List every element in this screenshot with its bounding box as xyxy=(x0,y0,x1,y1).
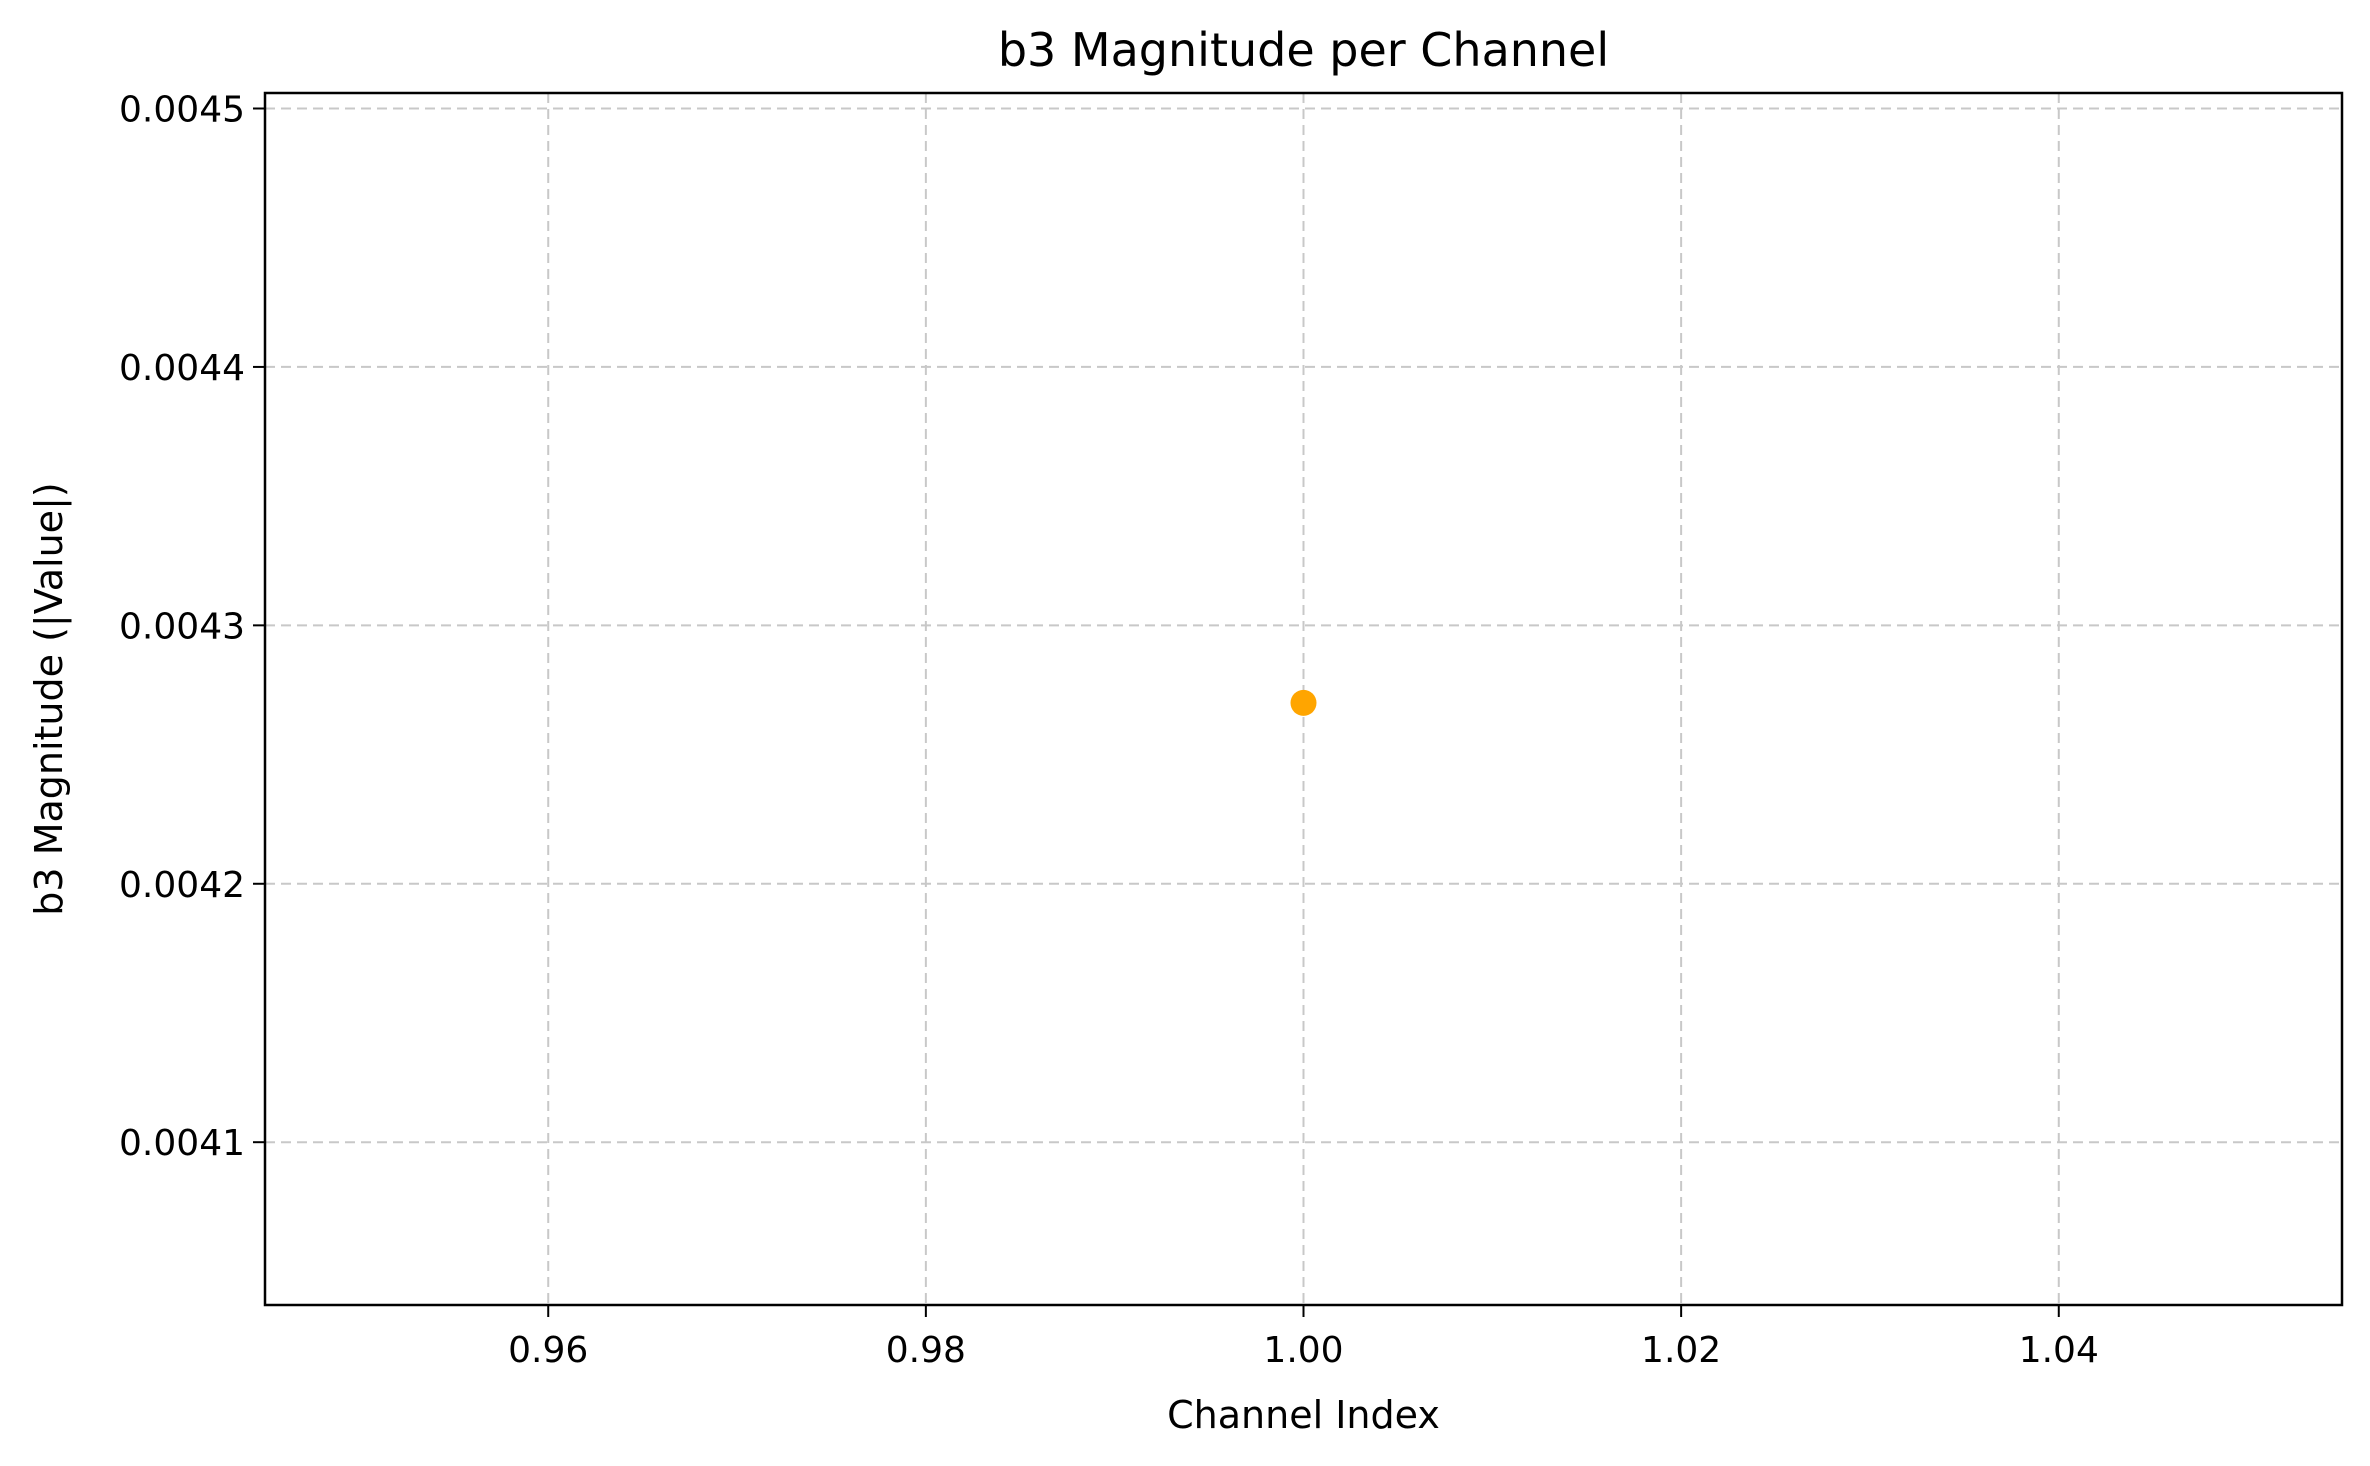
y-tick-label: 0.0043 xyxy=(119,606,245,647)
y-tick-label: 0.0042 xyxy=(119,865,245,906)
data-points xyxy=(1290,689,1317,716)
x-tick-label: 1.02 xyxy=(1641,1330,1721,1371)
axis-ticks: 0.96 0.98 1.00 1.02 1.04 0.0041 0.0042 0.0043 0.… xyxy=(119,90,2099,1371)
plot-area-frame xyxy=(263,91,2344,1307)
y-tick-label: 0.0044 xyxy=(119,348,245,389)
x-tick-label: 0.98 xyxy=(886,1330,966,1371)
x-tick-label: 1.00 xyxy=(1263,1330,1343,1371)
y-axis-label: b3 Magnitude (|Value|) xyxy=(27,482,72,915)
y-tick-label: 0.0041 xyxy=(119,1123,245,1164)
x-tick-label: 0.96 xyxy=(508,1330,588,1371)
chart-title: b3 Magnitude per Channel xyxy=(998,23,1609,77)
x-axis-label: Channel Index xyxy=(1167,1393,1440,1437)
y-tick-label: 0.0045 xyxy=(119,90,245,131)
grid-lines xyxy=(265,93,2342,1305)
data-point xyxy=(1290,689,1317,716)
x-tick-label: 1.04 xyxy=(2019,1330,2099,1371)
